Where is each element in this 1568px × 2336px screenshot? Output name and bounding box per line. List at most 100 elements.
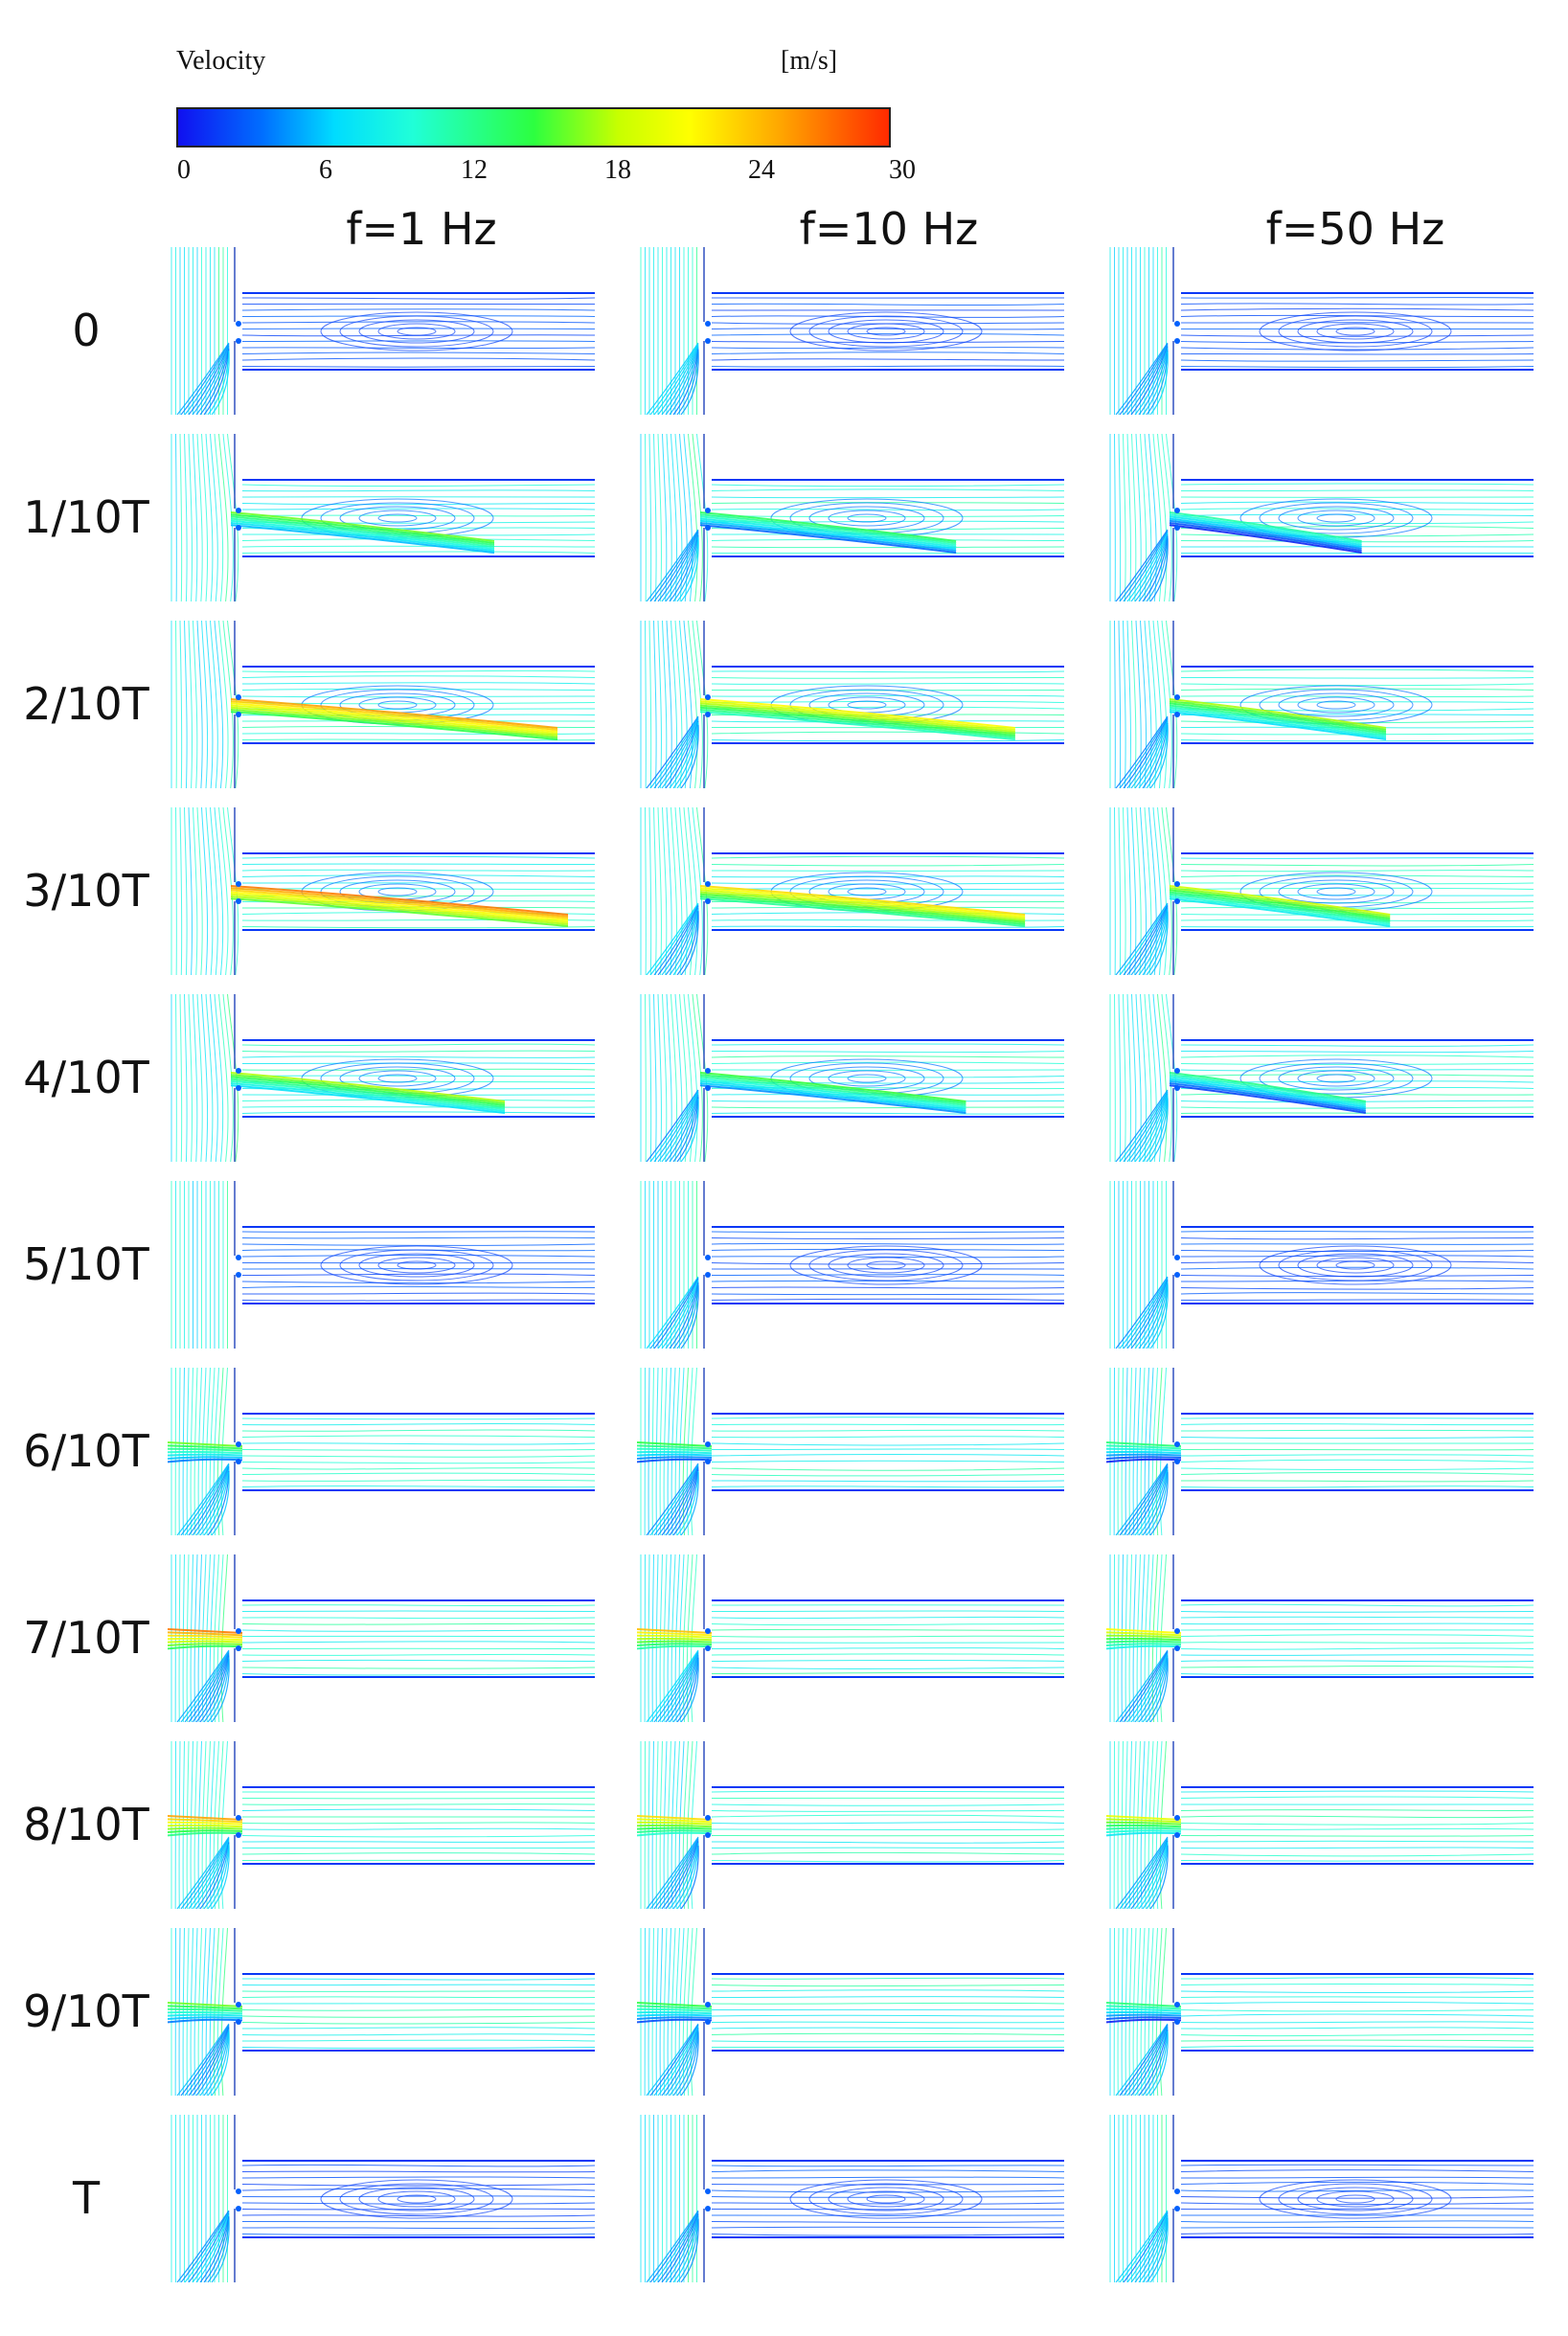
inflow-jet	[230, 697, 558, 740]
plenum-streamlines	[170, 806, 239, 975]
plenum-streamlines	[170, 993, 239, 1162]
streamline-panel-r6-c1	[637, 1367, 1068, 1535]
plenum-streamlines	[1109, 806, 1178, 975]
streamline-panel-r9-c1	[637, 1927, 1068, 2096]
plenum-streamlines	[640, 1554, 699, 1722]
channel-streamlines	[241, 1417, 596, 1487]
plenum-streamlines	[170, 246, 230, 415]
row-label-8: 8/10T	[23, 1799, 149, 1850]
row-label-7: 7/10T	[23, 1612, 149, 1664]
channel-streamlines	[711, 1416, 1065, 1487]
channel-streamlines	[1180, 1603, 1534, 1675]
channel-streamlines	[711, 1231, 1065, 1301]
streamline-panel-r8-c0	[168, 1740, 599, 1909]
channel-streamlines	[241, 1977, 596, 2049]
streamline-panel-r4-c0	[168, 993, 599, 1162]
outflow-jet	[168, 2001, 243, 2023]
plenum-streamlines	[640, 2114, 699, 2282]
plenum-streamlines	[640, 246, 699, 415]
colorbar-tick-24: 24	[748, 155, 775, 185]
plenum-streamlines	[1109, 2114, 1169, 2282]
outflow-jet	[168, 1440, 243, 1463]
inflow-jet	[230, 510, 495, 554]
colorbar-tick-6: 6	[319, 155, 332, 185]
row-label-3: 3/10T	[23, 865, 149, 917]
plenum-streamlines	[640, 620, 709, 788]
plenum-streamlines	[640, 993, 709, 1162]
channel-streamlines	[711, 296, 1065, 368]
streamline-panel-r8-c2	[1106, 1740, 1537, 1909]
channel-streamlines	[241, 1791, 596, 1861]
outflow-jet	[1106, 1440, 1182, 1463]
row-label-5: 5/10T	[23, 1238, 149, 1290]
inflow-jet	[1169, 1071, 1366, 1114]
streamline-panel-r4-c1	[637, 993, 1068, 1162]
row-label-0: 0	[72, 305, 101, 356]
inflow-jet	[230, 1071, 506, 1114]
plenum-streamlines	[640, 433, 709, 601]
channel-streamlines	[1180, 1417, 1534, 1488]
row-label-10: T	[72, 2172, 101, 2224]
inflow-jet	[699, 1071, 966, 1114]
streamline-panel-r3-c0	[168, 806, 599, 975]
streamline-panel-r0-c2	[1106, 246, 1537, 415]
streamline-panel-r4-c2	[1106, 993, 1537, 1162]
streamline-panel-r3-c1	[637, 806, 1068, 975]
outflow-jet	[637, 1627, 713, 1649]
plenum-streamlines	[1109, 620, 1178, 788]
channel-streamlines	[241, 484, 596, 554]
outflow-jet	[168, 1814, 243, 1836]
streamline-panel-r6-c2	[1106, 1367, 1537, 1535]
row-label-4: 4/10T	[23, 1052, 149, 1103]
channel-streamlines	[1180, 1789, 1534, 1862]
streamline-panel-r2-c2	[1106, 620, 1537, 788]
outflow-jet	[168, 1627, 243, 1649]
inflow-jet	[1169, 510, 1362, 554]
streamline-panel-r8-c1	[637, 1740, 1068, 1909]
streamline-panel-r5-c0	[168, 1180, 599, 1349]
channel-streamlines	[1180, 1230, 1534, 1301]
outflow-jet	[637, 1814, 713, 1836]
row-label-2: 2/10T	[23, 678, 149, 730]
streamline-panel-r10-c2	[1106, 2114, 1537, 2282]
outflow-jet	[637, 1440, 713, 1463]
inflow-jet	[230, 884, 569, 927]
channel-streamlines	[711, 1042, 1065, 1115]
channel-streamlines	[711, 484, 1065, 554]
colorbar-tick-30: 30	[889, 155, 916, 185]
plenum-streamlines	[640, 1180, 699, 1349]
streamline-panel-r1-c2	[1106, 433, 1537, 601]
streamline-panel-r9-c0	[168, 1927, 599, 2096]
streamline-panel-r3-c2	[1106, 806, 1537, 975]
colorbar-tick-18: 18	[604, 155, 631, 185]
outflow-jet	[1106, 2001, 1182, 2023]
channel-streamlines	[241, 2164, 596, 2235]
streamline-panel-r7-c2	[1106, 1554, 1537, 1722]
outflow-jet	[1106, 1814, 1182, 1836]
plenum-streamlines	[1109, 246, 1169, 415]
channel-streamlines	[1180, 1044, 1534, 1114]
row-label-6: 6/10T	[23, 1425, 149, 1477]
channel-streamlines	[241, 296, 596, 368]
streamline-panel-r5-c2	[1106, 1180, 1537, 1349]
inflow-jet	[699, 510, 957, 554]
channel-streamlines	[711, 855, 1065, 928]
plenum-streamlines	[640, 806, 709, 975]
inflow-jet	[1169, 697, 1387, 740]
channel-streamlines	[1180, 2164, 1534, 2235]
colorbar-tick-12: 12	[461, 155, 488, 185]
channel-streamlines	[711, 2164, 1065, 2236]
streamline-panel-r10-c0	[168, 2114, 599, 2282]
streamline-panel-r7-c1	[637, 1554, 1068, 1722]
inflow-jet	[1169, 884, 1391, 927]
streamline-panel-r9-c2	[1106, 1927, 1537, 2096]
plenum-streamlines	[1109, 1180, 1169, 1349]
channel-streamlines	[1180, 1976, 1534, 2048]
plenum-streamlines	[170, 1927, 230, 2096]
plenum-streamlines	[170, 620, 239, 788]
column-header-1hz: f=1 Hz	[346, 203, 497, 255]
streamline-panel-r10-c1	[637, 2114, 1068, 2282]
streamline-panel-r1-c1	[637, 433, 1068, 601]
channel-streamlines	[1180, 482, 1534, 554]
plenum-streamlines	[1109, 433, 1178, 601]
